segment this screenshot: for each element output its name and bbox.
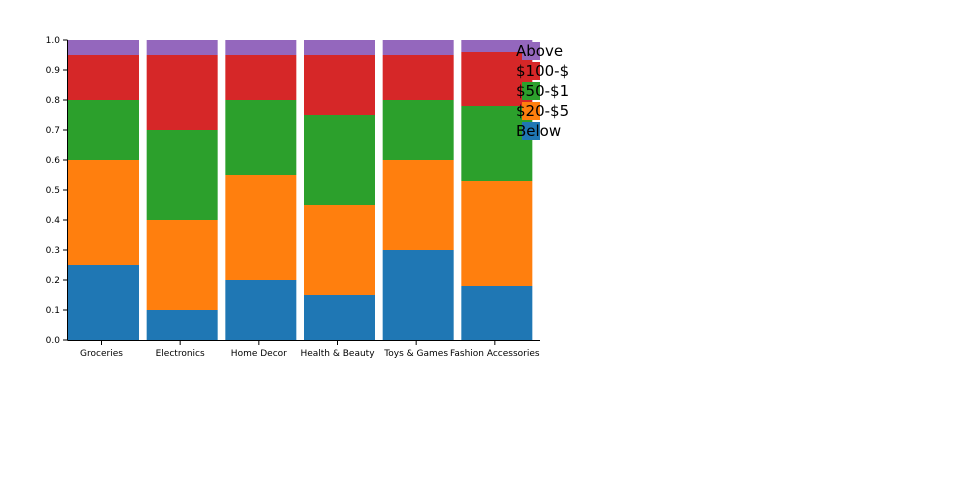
bar-health-beauty-series-2 (304, 115, 375, 205)
bar-toys-games-series-4 (382, 40, 454, 55)
x-axis: Groceries Electronics Home Decor Health & B… (67, 340, 540, 359)
x-tick-label: Groceries (80, 349, 123, 359)
legend-label: Above (516, 42, 563, 60)
legend-label: $20-$5 (516, 102, 569, 120)
bar-electronics-series-2 (146, 130, 218, 220)
bar-groceries-series-4 (68, 40, 139, 55)
bar-health-beauty-series-3 (304, 55, 375, 115)
legend-swatch-above (522, 42, 540, 60)
legend-swatch-below (522, 122, 540, 140)
bar-electronics-series-0 (146, 310, 218, 340)
bar-fashion-accessories-series-3 (461, 52, 533, 106)
bar-groceries-series-0 (68, 265, 139, 340)
x-tick-label: Fashion Accessories (450, 349, 540, 359)
legend-swatch-50-1 (522, 82, 540, 100)
bar-health-beauty-series-1 (304, 205, 375, 295)
bar-electronics-series-1 (146, 220, 218, 310)
legend: Above $100-$ $50-$1 $20-$5 Below (516, 42, 569, 140)
bar-fashion-accessories-series-1 (461, 181, 533, 286)
bar-health-beauty-series-4 (304, 40, 375, 55)
x-tick-label: Health & Beauty (300, 349, 375, 359)
y-tick-label: 0.8 (46, 96, 61, 106)
y-tick-label: 0.6 (46, 156, 61, 166)
bar-electronics-series-4 (146, 40, 218, 55)
bar-fashion-accessories-series-2 (461, 106, 533, 181)
y-tick-label: 0.7 (46, 126, 60, 136)
bar-home-decor-series-3 (225, 55, 297, 100)
bar-groceries-series-3 (68, 55, 139, 100)
bar-toys-games-series-3 (382, 55, 454, 100)
bars-layer (68, 40, 533, 340)
legend-swatch-100 (522, 62, 540, 80)
bar-groceries-series-2 (68, 100, 139, 160)
bar-fashion-accessories-series-4 (461, 40, 533, 52)
bar-groceries-series-1 (68, 160, 139, 265)
bar-toys-games-series-0 (382, 250, 454, 340)
bar-home-decor-series-0 (225, 280, 297, 340)
bar-health-beauty-series-0 (304, 295, 375, 340)
y-tick-label: 0.0 (46, 336, 61, 346)
bar-fashion-accessories-series-0 (461, 286, 533, 340)
y-tick-label: 0.5 (46, 186, 60, 196)
bar-home-decor-series-4 (225, 40, 297, 55)
y-tick-label: 0.3 (46, 246, 60, 256)
y-tick-label: 1.0 (46, 36, 61, 46)
y-axis: 0.0 0.1 0.2 0.3 0.4 0.5 0.6 0.7 0.8 0.9 1.0 (46, 36, 68, 346)
legend-label: $50-$1 (516, 82, 569, 100)
x-tick-label: Toys & Games (383, 349, 448, 359)
x-tick-label: Home Decor (231, 349, 287, 359)
bar-toys-games-series-1 (382, 160, 454, 250)
legend-label: Below (516, 122, 561, 140)
legend-swatch-20-5 (522, 102, 540, 120)
bar-home-decor-series-2 (225, 100, 297, 175)
legend-label: $100-$ (516, 62, 569, 80)
bar-toys-games-series-2 (382, 100, 454, 160)
bar-home-decor-series-1 (225, 175, 297, 280)
y-tick-label: 0.2 (46, 276, 60, 286)
bar-electronics-series-3 (146, 55, 218, 130)
y-tick-label: 0.4 (46, 216, 61, 226)
y-tick-label: 0.1 (46, 306, 60, 316)
y-tick-label: 0.9 (46, 66, 61, 76)
x-tick-label: Electronics (156, 349, 205, 359)
